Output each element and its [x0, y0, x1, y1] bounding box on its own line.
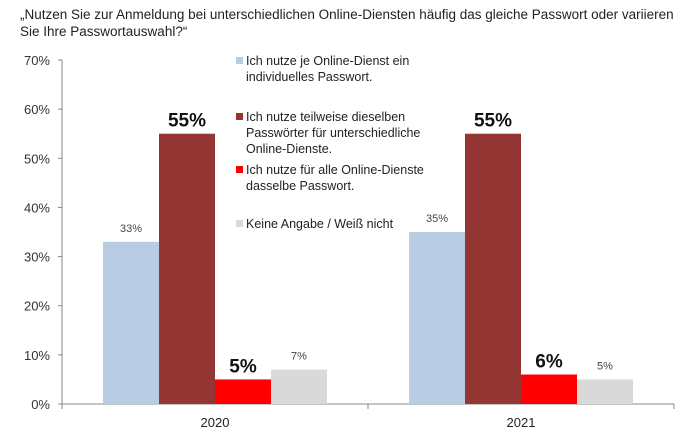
legend-item: Keine Angabe / Weiß nicht: [236, 216, 436, 232]
y-tick-label: 40%: [24, 200, 50, 215]
data-label: 35%: [426, 213, 448, 225]
data-label: 7%: [291, 351, 307, 363]
y-tick-label: 20%: [24, 299, 50, 314]
data-label: 5%: [229, 356, 257, 377]
legend-label: Ich nutze für alle Online-Dienste dassel…: [246, 163, 424, 193]
y-tick-label: 50%: [24, 151, 50, 166]
bar-2020-series-1: [103, 241, 159, 404]
legend-item: Ich nutze teilweise dieselben Passwörter…: [236, 109, 436, 157]
data-label: 33%: [120, 223, 142, 235]
data-label: 55%: [474, 111, 512, 132]
y-tick-label: 0%: [31, 397, 50, 412]
bar-2020-series-2: [159, 133, 215, 404]
chart-title: „Nutzen Sie zur Anmeldung bei unterschie…: [20, 7, 674, 39]
bar-2021-series-1: [409, 232, 465, 404]
legend-swatch: [236, 220, 243, 227]
legend-label: Keine Angabe / Weiß nicht: [246, 217, 394, 231]
legend-swatch: [236, 57, 243, 64]
bar-2020-series-3: [215, 379, 271, 404]
y-tick-label: 30%: [24, 250, 50, 265]
bar-2020-series-4: [271, 369, 327, 404]
legend-swatch: [236, 166, 243, 173]
legend-label: Ich nutze je Online-Dienst ein individue…: [246, 54, 410, 84]
legend-item: Ich nutze für alle Online-Dienste dassel…: [236, 162, 436, 194]
y-tick-label: 60%: [24, 102, 50, 117]
legend-swatch: [236, 113, 243, 120]
data-label: 55%: [168, 111, 206, 132]
data-label: 6%: [535, 352, 563, 373]
data-label: 5%: [597, 360, 613, 372]
bar-2021-series-2: [465, 133, 521, 404]
y-tick-label: 70%: [24, 53, 50, 68]
bar-2021-series-3: [521, 374, 577, 404]
legend-label: Ich nutze teilweise dieselben Passwörter…: [246, 110, 421, 156]
y-tick-label: 10%: [24, 348, 50, 363]
x-category-label: 2020: [201, 415, 230, 430]
x-category-label: 2021: [507, 415, 536, 430]
bar-2021-series-4: [577, 379, 633, 404]
legend-item: Ich nutze je Online-Dienst ein individue…: [236, 53, 436, 85]
